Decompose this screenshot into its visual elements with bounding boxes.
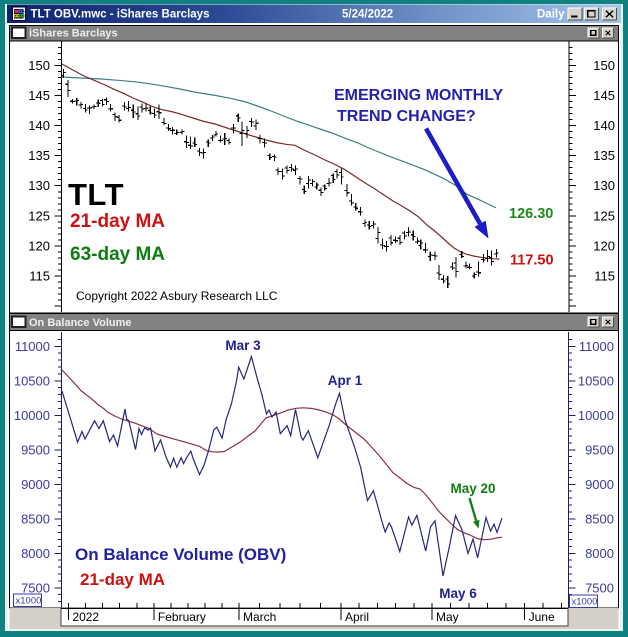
svg-text:135: 135 [593,148,615,163]
svg-text:x1000: x1000 [572,597,598,608]
svg-text:10500: 10500 [14,373,50,388]
svg-text:11000: 11000 [15,339,50,354]
svg-text:140: 140 [28,118,50,133]
svg-text:21-day MA: 21-day MA [80,570,165,589]
svg-text:150: 150 [593,58,615,73]
svg-text:135: 135 [28,148,50,163]
svg-text:On Balance Volume: On Balance Volume [29,317,132,329]
svg-text:10500: 10500 [578,373,614,388]
svg-text:On Balance Volume (OBV): On Balance Volume (OBV) [75,545,286,564]
svg-text:Daily: Daily [537,9,565,21]
svg-text:May: May [436,610,459,624]
svg-text:11000: 11000 [579,339,614,354]
svg-text:145: 145 [593,88,615,103]
svg-text:7500: 7500 [585,580,614,595]
svg-text:125: 125 [28,208,50,223]
svg-text:7500: 7500 [21,580,50,595]
svg-text:145: 145 [28,88,50,103]
svg-text:Mar 3: Mar 3 [225,338,261,353]
svg-text:126.30: 126.30 [509,206,553,222]
svg-text:May 6: May 6 [439,586,477,601]
svg-text:March: March [243,610,276,624]
svg-text:21-day MA: 21-day MA [70,211,165,232]
svg-text:June: June [529,610,555,624]
svg-text:130: 130 [28,178,50,193]
svg-text:TLT OBV.mwc - iShares Barclays: TLT OBV.mwc - iShares Barclays [31,9,210,21]
svg-text:February: February [158,610,206,624]
svg-text:120: 120 [28,238,50,253]
svg-text:117.50: 117.50 [510,253,554,269]
svg-text:130: 130 [593,178,615,193]
svg-text:120: 120 [593,238,615,253]
svg-text:9000: 9000 [585,477,614,492]
svg-text:TREND CHANGE?: TREND CHANGE? [337,108,476,125]
svg-text:9500: 9500 [585,442,614,457]
svg-text:Copyright 2022 Asbury Research: Copyright 2022 Asbury Research LLC [76,289,278,303]
svg-text:TLT: TLT [68,177,124,212]
svg-text:April: April [345,610,369,624]
svg-text:140: 140 [593,118,615,133]
svg-text:EMERGING MONTHLY: EMERGING MONTHLY [334,87,504,104]
svg-text:iShares Barclays: iShares Barclays [29,28,118,40]
svg-text:8500: 8500 [21,511,50,526]
svg-text:125: 125 [593,208,615,223]
svg-text:May 20: May 20 [450,481,495,496]
svg-text:115: 115 [29,269,50,284]
svg-text:Apr 1: Apr 1 [328,373,363,388]
svg-text:5/24/2022: 5/24/2022 [342,9,393,21]
svg-text:150: 150 [28,58,50,73]
svg-text:x1000: x1000 [16,596,42,607]
svg-text:115: 115 [594,269,615,284]
svg-text:2022: 2022 [72,610,99,624]
svg-text:10000: 10000 [14,408,50,423]
svg-text:9000: 9000 [21,477,50,492]
svg-text:8000: 8000 [585,546,614,561]
svg-text:63-day MA: 63-day MA [70,244,165,265]
svg-text:10000: 10000 [578,408,614,423]
svg-text:8500: 8500 [585,511,614,526]
svg-text:8000: 8000 [21,546,50,561]
svg-text:9500: 9500 [21,442,50,457]
